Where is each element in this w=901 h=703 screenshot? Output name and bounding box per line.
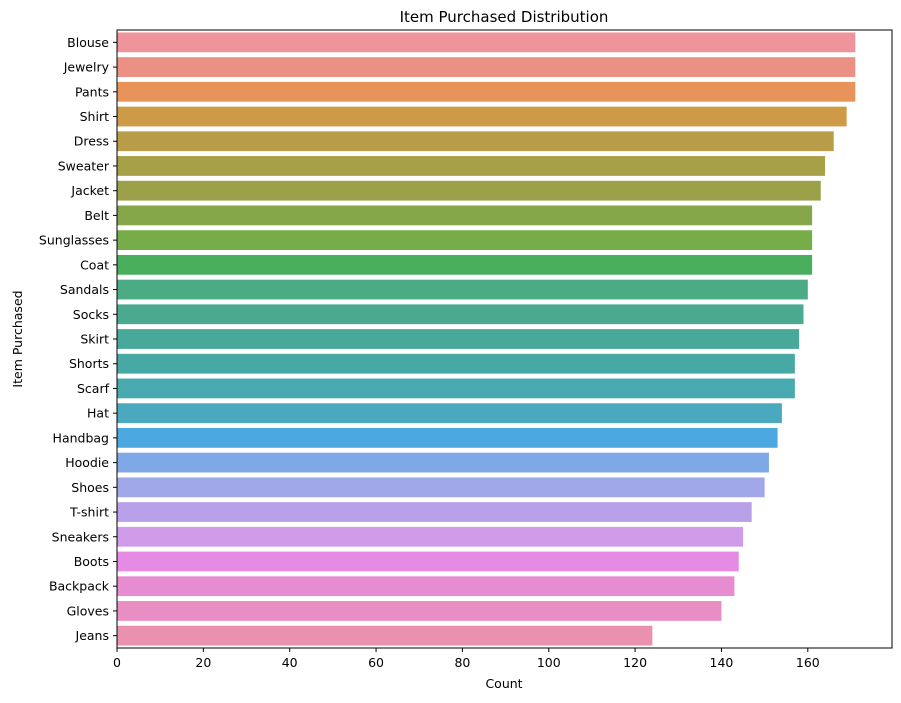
chart-title: Item Purchased Distribution — [400, 8, 609, 26]
y-tick-label: Skirt — [80, 332, 109, 347]
y-tick-label: Hat — [87, 406, 109, 421]
y-tick-label: Shirt — [80, 109, 109, 124]
y-tick-label: Blouse — [67, 35, 109, 50]
bar-hat — [117, 403, 782, 424]
bar-sunglasses — [117, 230, 813, 251]
bar-skirt — [117, 329, 800, 349]
bar-shorts — [117, 353, 795, 374]
plot-frame — [116, 29, 893, 649]
y-tick-label: Jacket — [70, 183, 109, 198]
x-tick-label: 100 — [537, 655, 561, 670]
bar-blouse — [117, 32, 856, 53]
bar-sneakers — [117, 526, 744, 547]
y-tick-labels: Blouse Jewelry Pants Shirt Dress Sweater Jacke… — [39, 35, 117, 643]
y-tick-label: Dress — [74, 134, 109, 149]
bar-shoes — [117, 477, 765, 498]
x-tick-label: 40 — [282, 655, 298, 670]
y-tick-label: Sunglasses — [39, 233, 109, 248]
y-tick-label: Hoodie — [65, 455, 109, 470]
bar-coat — [117, 254, 813, 275]
bar-handbag — [117, 427, 778, 448]
bar-backpack — [117, 576, 735, 597]
bar-hoodie — [117, 452, 769, 473]
bar-boots — [117, 551, 739, 572]
y-tick-label: Sandals — [60, 282, 109, 297]
y-tick-label: Shorts — [69, 356, 109, 371]
y-tick-label: Jewelry — [63, 60, 110, 75]
y-tick-label: Boots — [74, 554, 109, 569]
x-tick-label: 160 — [796, 655, 820, 670]
bar-sandals — [117, 279, 808, 300]
x-tick-label: 80 — [454, 655, 470, 670]
bar-belt — [117, 205, 813, 226]
y-tick-label: Coat — [80, 257, 109, 272]
bars-layer — [117, 32, 856, 646]
bar-pants — [117, 81, 856, 102]
x-tick-label: 20 — [195, 655, 211, 670]
y-tick-label: Scarf — [77, 381, 110, 396]
x-tick-label: 140 — [710, 655, 734, 670]
bar-jeans — [117, 625, 653, 646]
y-axis-label: Item Purchased — [10, 290, 25, 387]
y-tick-label: T-shirt — [69, 505, 109, 520]
y-tick-label: Sneakers — [52, 529, 109, 544]
y-tick-label: Socks — [73, 307, 109, 322]
y-tick-label: Handbag — [53, 430, 109, 445]
bar-t-shirt — [117, 502, 752, 522]
bar-gloves — [117, 601, 722, 621]
x-tick-label: 120 — [623, 655, 647, 670]
bar-scarf — [117, 378, 795, 399]
y-tick-label: Shoes — [71, 480, 109, 495]
x-tick-label: 0 — [113, 655, 121, 670]
x-tick-label: 60 — [368, 655, 384, 670]
bar-shirt — [117, 106, 847, 127]
bar-socks — [117, 304, 804, 325]
y-tick-label: Belt — [84, 208, 109, 223]
y-tick-label: Jeans — [75, 628, 109, 643]
bar-jewelry — [117, 57, 856, 77]
y-tick-label: Sweater — [58, 158, 110, 173]
x-tick-labels: 0 20 40 60 80 100 120 140 160 — [113, 648, 820, 670]
bar-dress — [117, 131, 834, 152]
bar-sweater — [117, 156, 826, 176]
y-tick-label: Pants — [75, 84, 109, 99]
y-tick-label: Gloves — [67, 603, 109, 618]
y-tick-label: Backpack — [49, 579, 110, 594]
x-axis-label: Count — [485, 676, 522, 691]
bar-jacket — [117, 180, 821, 201]
